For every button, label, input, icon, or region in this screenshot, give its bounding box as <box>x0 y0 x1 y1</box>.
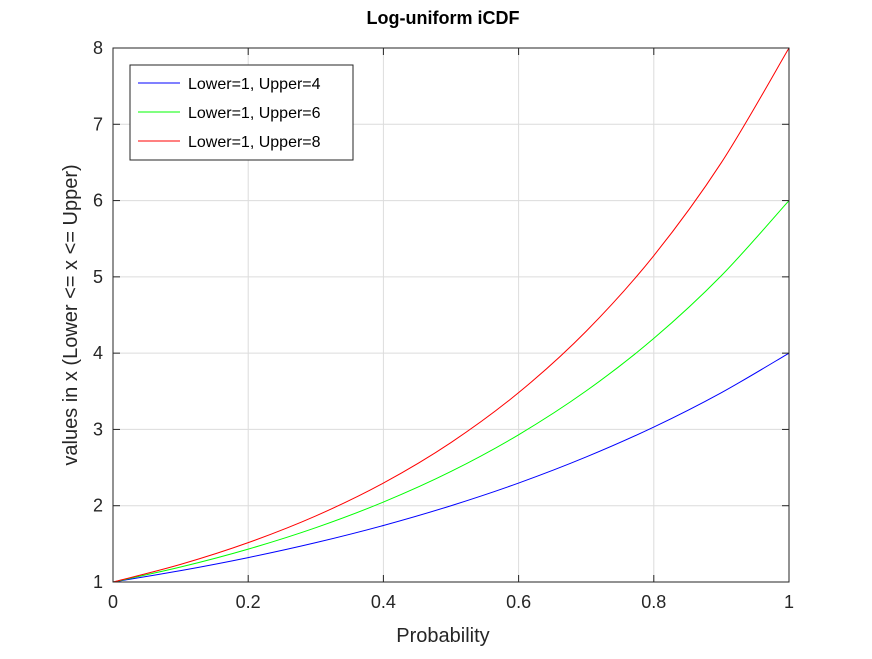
y-tick-label: 3 <box>93 419 103 439</box>
series-group <box>112 47 790 583</box>
series-line <box>112 47 790 583</box>
legend-label: Lower=1, Upper=6 <box>188 105 321 122</box>
y-tick-label: 1 <box>93 572 103 592</box>
y-tick-label: 7 <box>93 114 103 134</box>
ticks: 0 0.2 0.4 0.6 0.8 1 1 2 3 4 5 6 7 8 <box>93 38 794 612</box>
series-line <box>112 352 790 583</box>
y-tick-label: 4 <box>93 343 103 363</box>
x-tick-label: 1 <box>784 592 794 612</box>
series-line <box>112 200 790 583</box>
y-tick-label: 6 <box>93 191 103 211</box>
x-tick-label: 0.6 <box>506 592 531 612</box>
y-tick-label: 2 <box>93 496 103 516</box>
y-axis-label: values in x (Lower <= x <= Upper) <box>60 164 82 465</box>
x-tick-label: 0.2 <box>236 592 261 612</box>
legend-label: Lower=1, Upper=8 <box>188 134 321 151</box>
chart-title: Log-uniform iCDF <box>367 8 520 28</box>
y-tick-label: 8 <box>93 38 103 58</box>
legend-label: Lower=1, Upper=4 <box>188 76 321 93</box>
x-axis-label: Probability <box>396 625 489 647</box>
plot-frame <box>112 47 790 583</box>
x-tick-label: 0.8 <box>641 592 666 612</box>
x-tick-label: 0.4 <box>371 592 396 612</box>
x-tick-label: 0 <box>108 592 118 612</box>
y-tick-label: 5 <box>93 267 103 287</box>
legend: Lower=1, Upper=4 Lower=1, Upper=6 Lower=1,… <box>129 64 354 161</box>
